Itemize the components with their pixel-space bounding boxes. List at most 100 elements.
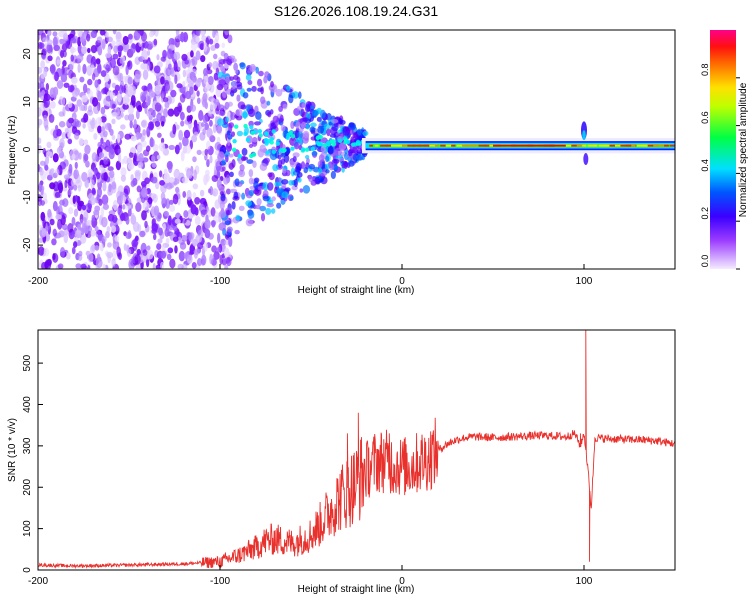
spectrogram-cell (281, 179, 289, 185)
spectrogram-cell (42, 147, 47, 155)
snr-y-tick-label: 100 (22, 520, 33, 537)
spectrogram-cell (191, 262, 197, 269)
spectrogram-cell (271, 196, 276, 202)
spectrogram-cell (43, 93, 48, 100)
spectrogram-cell (249, 63, 256, 73)
spectrogram-cell (278, 148, 284, 153)
spectrogram-tone-core (669, 144, 675, 147)
snr-x-tick-label: 100 (576, 576, 593, 587)
spectrogram-cell (47, 208, 52, 218)
spectrogram-cell (43, 118, 49, 129)
spectrogram-cell (243, 131, 248, 137)
spectrogram-cell (223, 177, 229, 185)
spectrogram-cell (170, 89, 177, 98)
spectrogram-cell (225, 188, 231, 195)
spectrogram-cell (73, 184, 78, 191)
spectrogram-cell (154, 120, 161, 127)
spectrogram-cell (92, 97, 99, 107)
spectrogram-cell (160, 250, 167, 259)
spectrogram-cell (81, 171, 88, 182)
spectrogram-tone-core (391, 144, 402, 147)
spectrogram-tone-core (614, 144, 624, 147)
spectrogram-cell (342, 126, 351, 136)
spectrogram-cell (141, 49, 148, 61)
spectrogram-cell (281, 168, 287, 174)
snr-y-tick-label: 300 (22, 437, 33, 454)
spectrogram-cell (182, 69, 187, 78)
spectrogram-cell (227, 134, 233, 140)
spectrogram-cell (38, 224, 43, 231)
spectrogram-cell (50, 168, 55, 174)
spectrogram-cell (117, 148, 122, 154)
spectrogram-cell (304, 147, 310, 152)
spectrogram-cell (141, 85, 148, 91)
spectrogram-cell (196, 90, 200, 97)
spectrogram-tone-core (593, 144, 598, 147)
spectrogram-cell (125, 216, 130, 225)
spectrogram-cell (259, 144, 266, 153)
spectrogram-cell (184, 59, 190, 65)
spectrogram-cell (305, 123, 310, 130)
spectrogram-cell (267, 111, 272, 118)
spectrogram-cell (211, 220, 216, 228)
spectrogram-cell (196, 258, 203, 267)
spectrogram-cell (200, 209, 208, 215)
spectrogram-cell (97, 45, 103, 56)
spectrogram-cell (266, 100, 271, 106)
spectrogram-cell (204, 218, 211, 230)
spectrogram-cell (152, 262, 156, 269)
spectrogram-content (38, 30, 675, 269)
spectrogram-cell (166, 48, 173, 60)
spectrogram-cell (249, 124, 254, 130)
spectrogram-cell (58, 121, 66, 128)
spectrogram-cell (108, 148, 115, 160)
spectrogram-cell (182, 136, 189, 147)
spectrogram-cell (134, 69, 142, 80)
spectrogram-cell (241, 192, 246, 200)
spectrogram-cell (310, 146, 316, 151)
spectrogram-cell (127, 61, 131, 67)
spectrogram-cell (107, 45, 112, 55)
spectrogram-tone-core (598, 144, 607, 147)
spectrogram-cell (46, 141, 52, 149)
spectrogram-cell (165, 237, 170, 245)
spectrogram-cell (38, 246, 45, 256)
spectrogram-cell (67, 138, 73, 145)
spectrogram-tone-core (620, 144, 631, 147)
spectrogram-cell (242, 92, 249, 99)
spectrogram-cell (217, 104, 225, 111)
spectrogram-cell (114, 84, 120, 92)
spectrogram-cell (40, 211, 46, 222)
spectrogram-cell (132, 177, 138, 186)
spectrogram-cell (173, 51, 181, 61)
spectrogram-cell (127, 85, 134, 96)
spectrogram-x-tick-label: 0 (399, 276, 405, 287)
spectrogram-cell (54, 71, 59, 82)
spectrogram-cell (130, 146, 136, 154)
spectrogram-cell (216, 118, 225, 126)
spectrogram-cell (176, 124, 180, 130)
spectrogram-cell (39, 160, 46, 166)
spectrogram-cell (123, 243, 127, 251)
spectrogram-tone-core (462, 144, 469, 147)
spectrogram-tone-core (407, 144, 416, 147)
spectrogram-cell (106, 36, 113, 43)
spectrogram-cell (140, 139, 147, 148)
spectrogram-cell (330, 170, 336, 180)
spectrogram-cell (226, 130, 231, 136)
spectrogram-cell (47, 55, 53, 62)
spectrogram-cell (147, 249, 154, 260)
spectrogram-cell (223, 52, 229, 60)
spectrogram-cell (105, 31, 110, 38)
spectrogram-cell (140, 95, 146, 103)
spectrogram-cell (251, 137, 258, 143)
spectrogram-tone-core (582, 144, 587, 147)
spectrogram-cell (62, 60, 67, 67)
spectrogram-x-tick-label: -200 (28, 276, 48, 287)
spectrogram-cell (221, 42, 226, 49)
spectrogram-tone-core (472, 144, 478, 147)
spectrogram-cell (176, 83, 183, 89)
spectrogram-cell (345, 139, 351, 145)
spectrogram-cell (58, 111, 65, 117)
spectrogram-cell (94, 245, 100, 251)
